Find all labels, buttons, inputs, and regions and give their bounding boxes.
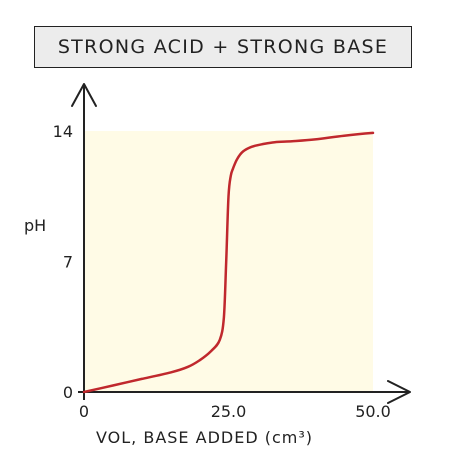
y-axis-label: pH — [24, 216, 46, 235]
tick-labels: 0 7 14 0 25.0 50.0 — [53, 122, 391, 421]
titration-curve-line — [82, 131, 375, 394]
y-tick-label: 0 — [63, 383, 73, 402]
x-axis-label: VOL, BASE ADDED (cm³) — [96, 428, 313, 447]
y-axis-arrowhead — [71, 83, 97, 107]
y-tick-label: 14 — [53, 122, 73, 141]
plot-background — [84, 131, 373, 392]
x-tick-label: 25.0 — [211, 402, 247, 421]
x-tick-label: 0 — [79, 402, 89, 421]
axes — [71, 83, 411, 404]
y-tick-label: 7 — [63, 253, 73, 272]
x-axis-arrowhead — [387, 380, 411, 404]
x-tick-label: 50.0 — [355, 402, 391, 421]
chart-title: STRONG ACID + STRONG BASE — [34, 26, 412, 68]
